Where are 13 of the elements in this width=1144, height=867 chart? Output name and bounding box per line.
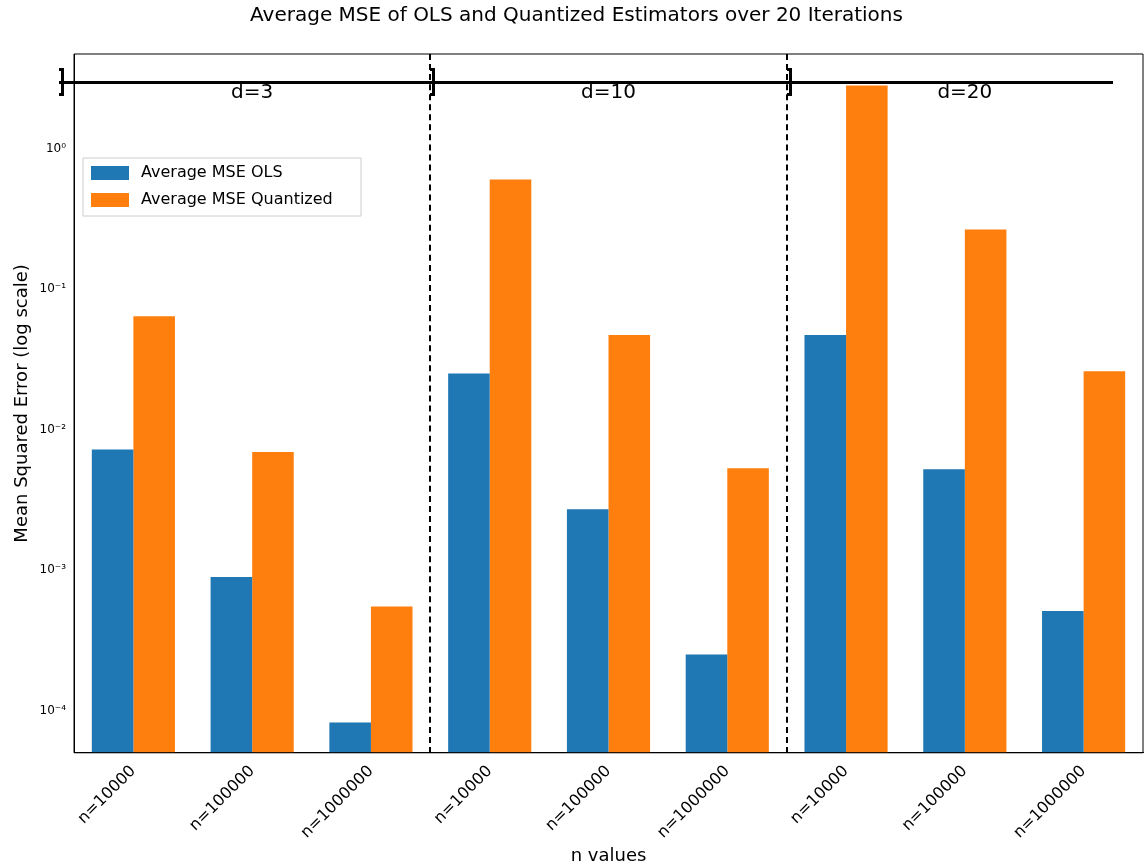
- legend-label: Average MSE Quantized: [141, 189, 333, 209]
- y-tick-label: 10⁻⁴: [39, 702, 67, 717]
- y-tick-label: 10⁻³: [39, 562, 67, 577]
- annotation: d=3: [231, 79, 274, 104]
- annotation: d=20: [937, 79, 993, 104]
- annotation: d=10: [581, 79, 636, 104]
- y-tick-label: 10⁻²: [39, 421, 67, 436]
- y-axis-title: Mean Squared Error (log scale): [10, 264, 32, 543]
- x-axis-title: n values: [570, 843, 647, 865]
- y-tick-label: 10⁻¹: [39, 281, 67, 296]
- legend-label: Average MSE OLS: [141, 162, 283, 182]
- chart-title: Average MSE of OLS and Quantized Estimators over 20 Iterations: [250, 2, 903, 27]
- y-tick-label: 10⁰: [45, 140, 67, 155]
